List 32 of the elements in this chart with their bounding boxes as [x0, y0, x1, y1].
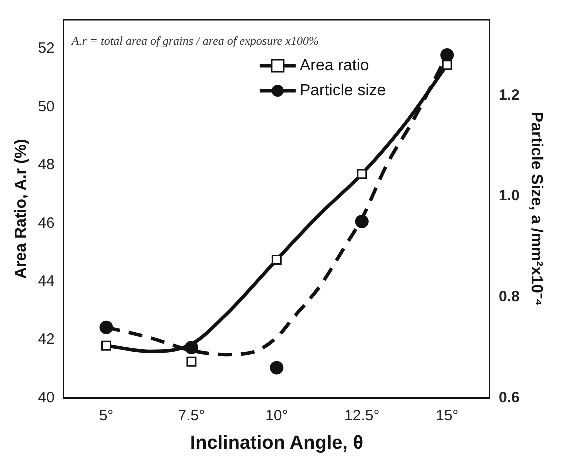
y-tick-label: 48	[38, 156, 55, 174]
x-tick-label: 10°	[266, 407, 288, 424]
point	[357, 169, 368, 180]
point	[270, 361, 284, 375]
y-tick-label: 50	[38, 98, 55, 116]
point	[186, 356, 197, 367]
point	[102, 340, 112, 351]
annotation: A.r = total area of grains / area of exposure x100%	[70, 34, 319, 48]
x-tick-label: 12.5°	[344, 407, 380, 424]
point	[355, 214, 369, 228]
point	[272, 255, 282, 266]
y-axis-title: Area Ratio, A.r (%)	[13, 139, 30, 280]
legend-label: Particle size	[300, 82, 386, 100]
y-tick-label: 42	[38, 331, 55, 348]
point	[440, 48, 454, 62]
legend-label: Area ratio	[300, 57, 370, 74]
point	[442, 60, 452, 70]
y2-axis-title: Particle Size, a /mm²x10⁻⁴	[528, 112, 545, 306]
y2-tick-label: 0.8	[498, 288, 520, 306]
point	[100, 320, 114, 334]
y2-tick-label: 0.6	[498, 389, 520, 406]
point	[184, 341, 198, 355]
y-tick-label: 40	[38, 389, 55, 406]
x-tick-label: 5°	[99, 407, 114, 424]
x-axis-title: Inclination Angle, θ	[190, 432, 364, 454]
y2-tick-label: 1.0	[498, 188, 520, 205]
y-tick-label: 52	[38, 40, 55, 58]
y-tick-label: 44	[38, 272, 55, 290]
y2-tick-label: 1.2	[498, 86, 520, 104]
x-tick-label: 7.5°	[178, 407, 206, 424]
y-tick-label: 46	[38, 214, 55, 232]
x-tick-label: 15°	[436, 407, 459, 424]
